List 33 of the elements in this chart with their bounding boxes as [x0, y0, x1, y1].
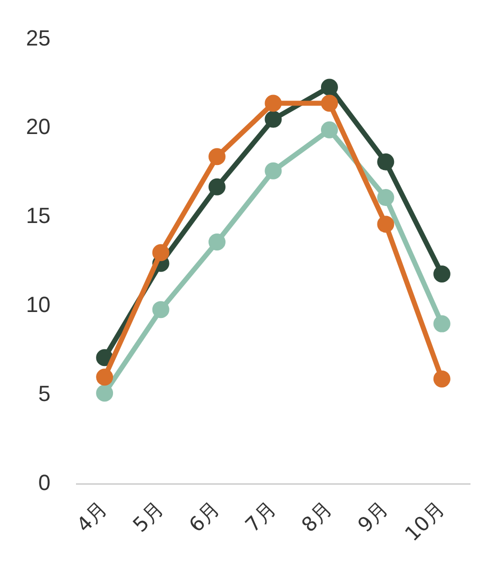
point — [433, 370, 450, 388]
point — [264, 162, 282, 180]
point — [96, 368, 114, 386]
point — [96, 384, 114, 402]
point — [433, 315, 450, 332]
point — [320, 78, 338, 96]
y-tick-label: 0 — [38, 470, 50, 495]
point — [377, 189, 394, 206]
point — [377, 153, 394, 170]
point — [320, 121, 338, 138]
x-tick-label: 5月 — [128, 496, 168, 537]
x-tick-label: 7月 — [240, 496, 280, 537]
point — [264, 94, 282, 112]
point — [96, 349, 114, 366]
point — [208, 148, 226, 166]
y-tick-label: 20 — [26, 114, 50, 140]
point — [264, 110, 282, 128]
point — [320, 94, 338, 112]
x-tick-label: 10月 — [400, 496, 450, 546]
x-tick-label: 6月 — [184, 496, 224, 537]
x-tick-label: 8月 — [296, 496, 337, 537]
y-tick-label: 5 — [38, 381, 50, 406]
point — [433, 266, 450, 282]
point — [377, 216, 394, 233]
point — [152, 301, 170, 318]
y-tick-label: 25 — [26, 25, 50, 50]
x-tick-label: 9月 — [352, 496, 393, 537]
point — [208, 178, 226, 196]
point — [208, 233, 226, 250]
y-tick-label: 15 — [26, 203, 50, 228]
point — [152, 244, 170, 262]
y-tick-label: 10 — [26, 292, 50, 318]
x-tick-label: 4月 — [72, 496, 112, 537]
